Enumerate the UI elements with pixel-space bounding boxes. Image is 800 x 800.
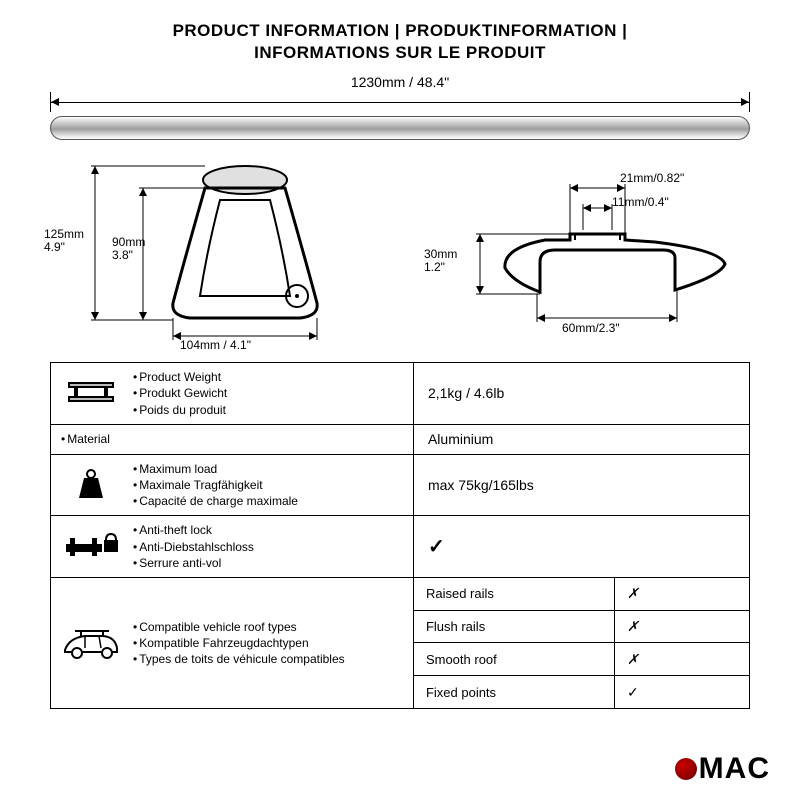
- x-icon: [627, 651, 639, 668]
- profile-diagram: 21mm/0.82" 11mm/0.4" 30mm 1.2" 60mm/2.3": [420, 158, 750, 348]
- compat-label-3: Types de toits de véhicule compatibles: [133, 651, 345, 667]
- top-dimension-bar: [50, 92, 750, 112]
- load-label-1: Maximum load: [133, 461, 298, 477]
- compat-raised-label: Raised rails: [414, 578, 615, 610]
- lock-label-3: Serrure anti-vol: [133, 555, 254, 571]
- weight-label-2: Produkt Gewicht: [133, 385, 227, 401]
- foot-height-outer: 125mm 4.9": [44, 228, 84, 254]
- row-weight: Product Weight Produkt Gewicht Poids du …: [51, 363, 749, 425]
- material-value: Aluminium: [414, 425, 749, 454]
- crossbar-illustration: [50, 116, 750, 140]
- title-line-2: INFORMATIONS SUR LE PRODUIT: [30, 42, 770, 64]
- logo-text: MAC: [699, 752, 770, 786]
- foot-width: 104mm / 4.1": [180, 339, 251, 352]
- x-icon: [627, 618, 639, 635]
- weight-icon: [61, 468, 121, 502]
- profile-height: 30mm 1.2": [424, 248, 457, 274]
- check-icon: ✓: [627, 684, 639, 701]
- row-material: Material Aluminium: [51, 425, 749, 455]
- brand-logo: MAC: [675, 752, 770, 786]
- lock-label-2: Anti-Diebstahlschloss: [133, 539, 254, 555]
- weight-value: 2,1kg / 4.6lb: [414, 363, 749, 424]
- car-icon: [61, 624, 121, 662]
- material-label: Material: [61, 431, 110, 447]
- row-compat: Compatible vehicle roof types Kompatible…: [51, 578, 749, 708]
- load-value: max 75kg/165lbs: [414, 455, 749, 516]
- spec-table: Product Weight Produkt Gewicht Poids du …: [50, 362, 750, 709]
- logo-dot-icon: [675, 758, 697, 780]
- compat-values: Raised rails Flush rails Smooth roof Fix…: [414, 578, 749, 708]
- row-lock: Anti-theft lock Anti-Diebstahlschloss Se…: [51, 516, 749, 578]
- x-icon: [627, 585, 639, 602]
- foot-height-inner: 90mm 3.8": [112, 236, 145, 262]
- profile-svg: [420, 158, 750, 348]
- title-line-1: PRODUCT INFORMATION | PRODUKTINFORMATION…: [30, 20, 770, 42]
- compat-label-1: Compatible vehicle roof types: [133, 619, 345, 635]
- load-label-3: Capacité de charge maximale: [133, 493, 298, 509]
- profile-width: 60mm/2.3": [562, 322, 620, 335]
- compat-smooth-label: Smooth roof: [414, 643, 615, 675]
- lock-check-icon: [428, 534, 445, 559]
- row-load: Maximum load Maximale Tragfähigkeit Capa…: [51, 455, 749, 517]
- page-title: PRODUCT INFORMATION | PRODUKTINFORMATION…: [30, 20, 770, 64]
- profile-slot-outer: 21mm/0.82": [620, 172, 684, 185]
- foot-diagram: 125mm 4.9" 90mm 3.8" 104mm / 4.1": [50, 158, 380, 348]
- compat-flush-label: Flush rails: [414, 611, 615, 643]
- weight-label-1: Product Weight: [133, 369, 227, 385]
- lock-label-1: Anti-theft lock: [133, 522, 254, 538]
- lock-icon: [61, 530, 121, 564]
- compat-label-2: Kompatible Fahrzeugdachtypen: [133, 635, 345, 651]
- bars-icon: [61, 378, 121, 408]
- top-dimension-label: 1230mm / 48.4": [30, 74, 770, 90]
- load-label-2: Maximale Tragfähigkeit: [133, 477, 298, 493]
- weight-label-3: Poids du produit: [133, 402, 227, 418]
- profile-slot-inner: 11mm/0.4": [612, 196, 669, 209]
- foot-svg: [50, 158, 380, 348]
- diagram-row: 125mm 4.9" 90mm 3.8" 104mm / 4.1": [50, 158, 750, 348]
- compat-fixed-label: Fixed points: [414, 676, 615, 708]
